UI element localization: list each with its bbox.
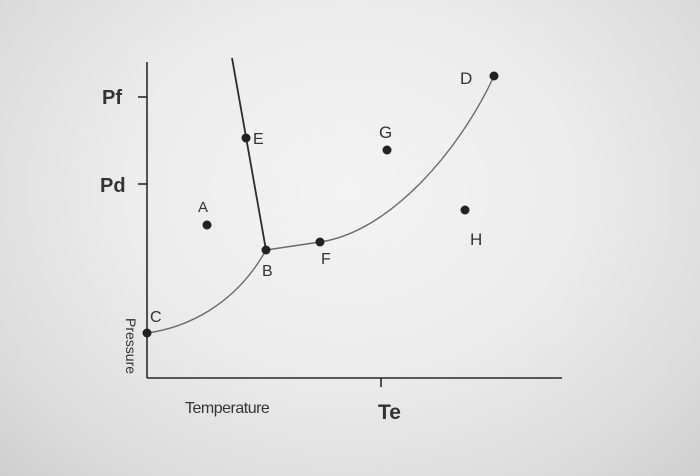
label-h: H [470,230,482,249]
x-axis-label: Temperature [185,400,270,417]
label-a: A [198,199,208,216]
point-e [241,133,251,143]
y-tick-label-pd: Pd [100,175,126,197]
point-h [460,205,470,215]
point-c [142,328,152,338]
point-b [261,245,271,255]
point-d [489,71,499,81]
label-c: C [150,309,162,326]
y-tick-label-pf: Pf [102,87,122,109]
point-g [382,145,392,155]
line-e-b [231,57,267,251]
label-f: F [321,251,331,268]
point-f [315,237,325,247]
label-e: E [253,131,264,148]
x-tick-label-te: Te [378,401,401,424]
y-axis-label: Pressure [123,318,139,374]
label-g: G [379,123,392,142]
label-b: B [262,263,273,280]
curve-f-d [319,75,495,243]
point-a [202,220,212,230]
curve-c-b [146,249,267,334]
curve-b-f [265,241,321,251]
label-d: D [460,69,472,88]
